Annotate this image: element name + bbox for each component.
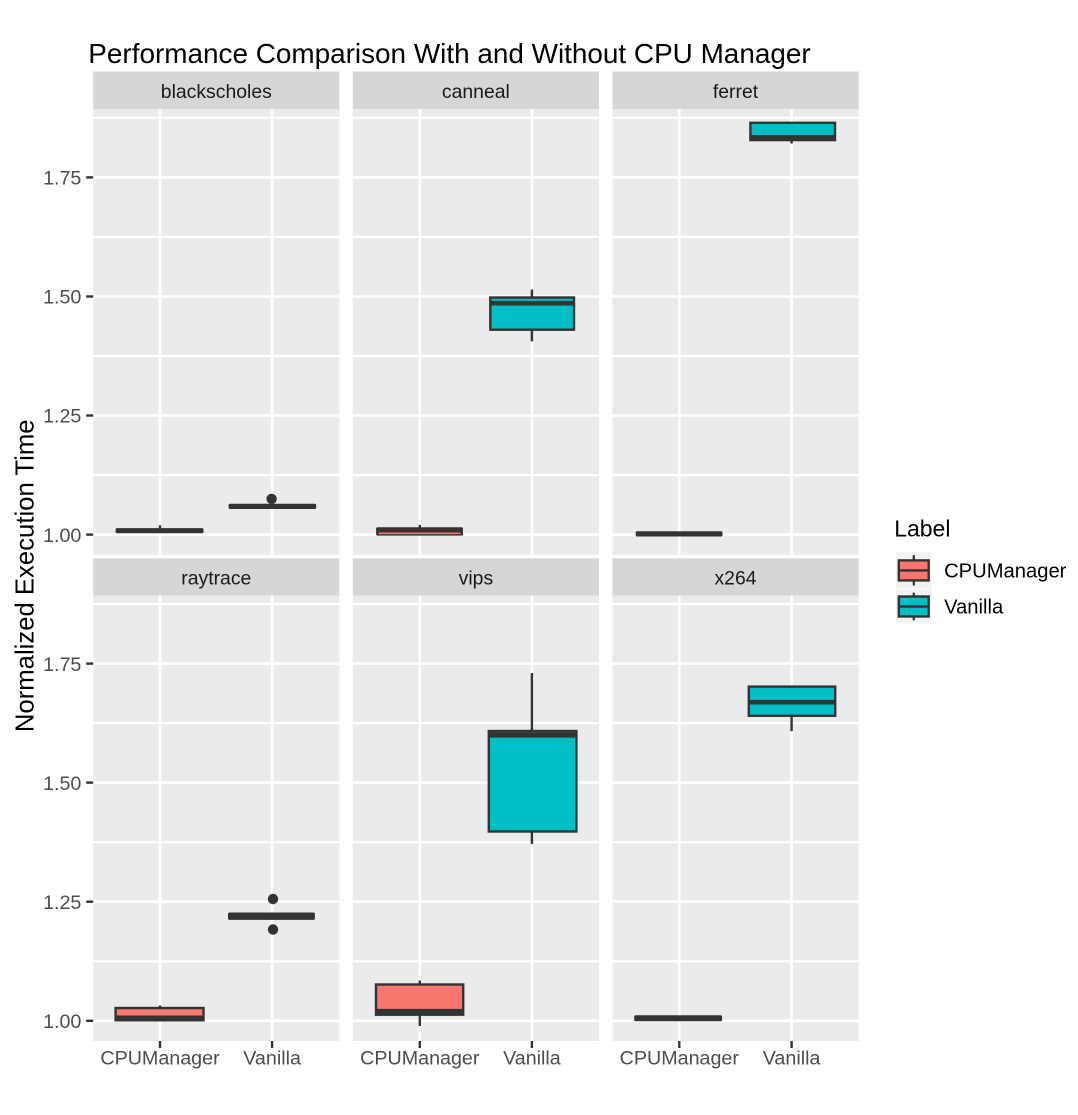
svg-text:CPUManager: CPUManager [620, 1047, 740, 1069]
svg-text:CPUManager: CPUManager [100, 1047, 220, 1069]
svg-text:Normalized Execution Time: Normalized Execution Time [11, 419, 39, 732]
svg-text:x264: x264 [714, 568, 756, 590]
svg-text:CPUManager: CPUManager [360, 1047, 480, 1069]
svg-text:canneal: canneal [442, 81, 510, 103]
svg-text:Vanilla: Vanilla [243, 1047, 301, 1069]
svg-text:Performance Comparison With an: Performance Comparison With and Without … [88, 38, 810, 69]
svg-text:Vanilla: Vanilla [503, 1047, 561, 1069]
svg-text:CPUManager: CPUManager [944, 561, 1067, 583]
svg-text:1.50: 1.50 [43, 773, 81, 795]
svg-text:1.00: 1.00 [43, 525, 81, 547]
svg-text:Label: Label [894, 516, 950, 542]
svg-text:blackscholes: blackscholes [161, 81, 272, 103]
svg-text:1.00: 1.00 [43, 1011, 81, 1033]
svg-text:1.25: 1.25 [43, 892, 81, 914]
svg-text:Vanilla: Vanilla [763, 1047, 821, 1069]
svg-text:1.75: 1.75 [43, 654, 81, 676]
svg-text:1.50: 1.50 [43, 287, 81, 309]
svg-text:raytrace: raytrace [181, 568, 251, 590]
svg-text:ferret: ferret [713, 81, 759, 103]
svg-text:1.75: 1.75 [43, 168, 81, 190]
svg-text:vips: vips [459, 568, 493, 590]
svg-text:1.25: 1.25 [43, 406, 81, 428]
svg-text:Vanilla: Vanilla [944, 597, 1004, 619]
